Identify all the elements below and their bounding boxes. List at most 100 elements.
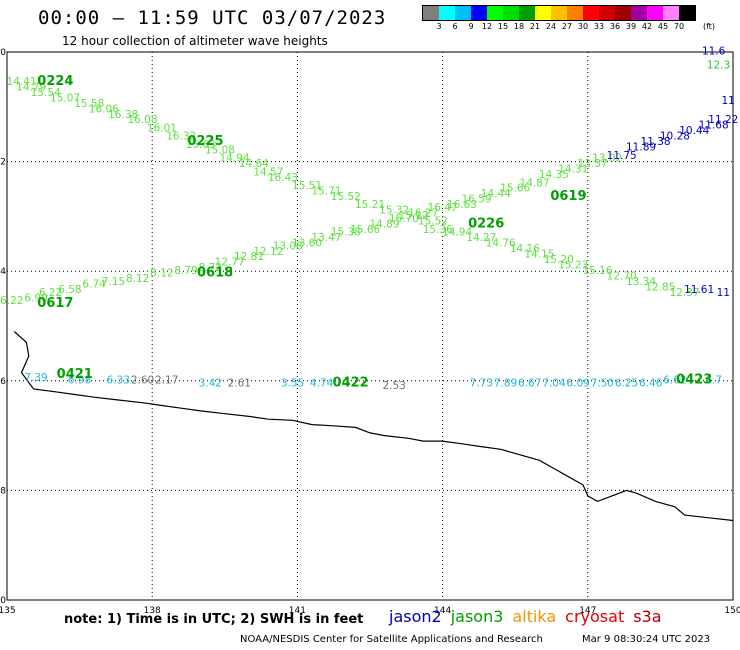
wave-height-label: 13.02 xyxy=(592,153,622,165)
wave-height-label: 11 xyxy=(717,287,730,299)
lat-tick-label: -66 xyxy=(0,377,6,387)
legend-swatch xyxy=(503,6,519,20)
wave-height-label: 10.44 xyxy=(679,125,709,137)
wave-height-label: 6.7 xyxy=(705,375,722,387)
wave-height-label: 7.89 xyxy=(494,377,517,389)
legend-swatch xyxy=(679,6,695,20)
wave-height-label: 15.07 xyxy=(50,92,80,104)
wave-height-label: 2.60 xyxy=(131,375,154,387)
pass-time-label: 0225 xyxy=(187,134,223,149)
wave-height-label: 14.94 xyxy=(442,227,472,239)
wave-height-label: 11.6 xyxy=(702,46,726,58)
wave-height-label: 15.36 xyxy=(423,224,453,236)
legend-tick-label: 33 xyxy=(593,22,605,31)
wave-height-label: 6.33 xyxy=(107,375,130,387)
wave-height-label: 16.06 xyxy=(89,103,119,115)
legend-swatch xyxy=(631,6,647,20)
footnote: note: 1) Time is in UTC; 2) SWH is in fe… xyxy=(64,612,364,627)
lat-tick-label: -64 xyxy=(0,267,6,277)
wave-height-label: 6.62 xyxy=(663,375,686,387)
wave-height-label: 16.63 xyxy=(447,199,477,211)
wave-height-label: 15.20 xyxy=(544,254,574,266)
wave-height-label: 16.01 xyxy=(147,122,177,134)
wave-height-label: 6.22 xyxy=(0,295,23,307)
wave-height-label: 14.94 xyxy=(219,153,249,165)
lat-tick-label: -70 xyxy=(0,596,6,606)
wave-height-label: 14.44 xyxy=(481,188,511,200)
lon-tick-label: 144 xyxy=(434,606,451,616)
wave-height-label: 7.73 xyxy=(470,377,493,389)
wave-height-label: 16.47 xyxy=(428,202,458,214)
wave-height-label: 6.58 xyxy=(58,284,81,296)
pass-time-label: 0224 xyxy=(37,74,73,89)
legend-swatch xyxy=(471,6,487,20)
legend-swatch xyxy=(583,6,599,20)
legend-tick-label: 21 xyxy=(529,22,541,31)
wave-height-label: 6.67 xyxy=(518,377,541,389)
wave-height-label: 12.37 xyxy=(670,287,700,299)
wave-height-label: 2.53 xyxy=(383,380,406,392)
legend-tick-label: 39 xyxy=(625,22,637,31)
wave-height-label: 12.85 xyxy=(645,281,675,293)
wave-height-label: 11.68 xyxy=(699,120,729,132)
wave-height-label: 11 xyxy=(721,95,734,107)
wave-height-label: 12.70 xyxy=(607,270,637,282)
legend-tick-label: 70 xyxy=(673,22,685,31)
legend-swatch xyxy=(487,6,503,20)
legend-swatch xyxy=(455,6,471,20)
legend-tick-label: 6 xyxy=(452,22,458,31)
legend-unit: (ft) xyxy=(703,22,716,31)
wave-height-label: 16.43 xyxy=(268,172,298,184)
wave-height-label: 15.52 xyxy=(418,216,448,228)
wave-height-label: 14.35 xyxy=(539,169,569,181)
wave-height-label: 12.77 xyxy=(215,257,245,269)
legend-swatch xyxy=(567,6,583,20)
pass-time-label: 0422 xyxy=(333,375,369,390)
wave-height-label: 8.79 xyxy=(174,265,197,277)
wave-height-label: 6.90 xyxy=(24,292,47,304)
wave-height-label: 8.12 xyxy=(126,273,149,285)
legend-swatch xyxy=(615,6,631,20)
wave-height-label: 2.17 xyxy=(155,375,178,387)
wave-height-label: 15.63 xyxy=(186,139,216,151)
map-title: 00:00 – 11:59 UTC 03/07/2023 xyxy=(38,7,387,29)
lon-tick-label: 147 xyxy=(579,606,596,616)
wave-height-label: 15.12 xyxy=(399,210,429,222)
wave-height-label: 14.27 xyxy=(466,232,496,244)
wave-height-label: 3.42 xyxy=(199,377,222,389)
wave-height-label: 15.58 xyxy=(74,98,104,110)
wave-height-label: 13.60 xyxy=(292,238,322,250)
satellite-name-cryosat: cryosat xyxy=(565,607,625,626)
wave-height-label: 14.41 xyxy=(6,76,36,88)
wave-height-label: 12.81 xyxy=(234,251,264,263)
wave-height-label: 14.31 xyxy=(558,164,588,176)
wave-height-label: 14.87 xyxy=(520,177,550,189)
wave-height-label: 16.38 xyxy=(108,109,138,121)
wave-height-label: 12.3 xyxy=(707,59,730,71)
wave-height-label: 8.12 xyxy=(150,268,173,280)
color-legend: 3 6 9 12 15 18 21 24 27 30 33 36 39 42 45 70 (ft) xyxy=(422,5,715,33)
legend-swatch xyxy=(535,6,551,20)
wave-height-label: 13.37 xyxy=(578,158,608,170)
wave-height-label: 13.08 xyxy=(273,240,303,252)
wave-height-label: 14.79 xyxy=(16,81,46,93)
lat-tick-label: -62 xyxy=(0,158,6,168)
legend-tick-label: 3 xyxy=(436,22,442,31)
wave-height-label: 15.23 xyxy=(558,259,588,271)
wave-height-label: 15.08 xyxy=(205,144,235,156)
wave-height-label: 15.54 xyxy=(31,87,61,99)
pass-time-label: 0423 xyxy=(676,373,712,388)
legend-swatch xyxy=(647,6,663,20)
legend-tick-label: 12 xyxy=(481,22,493,31)
timestamp: Mar 9 08:30:24 UTC 2023 xyxy=(582,634,711,645)
wave-height-label: 15.66 xyxy=(350,224,380,236)
wave-height-label: 6.09 xyxy=(566,377,589,389)
map-frame xyxy=(6,51,734,601)
legend-swatches xyxy=(422,5,696,21)
wave-height-label: 12.12 xyxy=(253,246,283,258)
legend-swatch xyxy=(439,6,455,20)
satellite-name-jason3: jason3 xyxy=(450,607,504,626)
legend-ticks: 3 6 9 12 15 18 21 24 27 30 33 36 39 42 45 70 (ft) xyxy=(422,21,715,33)
pass-time-label: 0618 xyxy=(197,266,233,281)
